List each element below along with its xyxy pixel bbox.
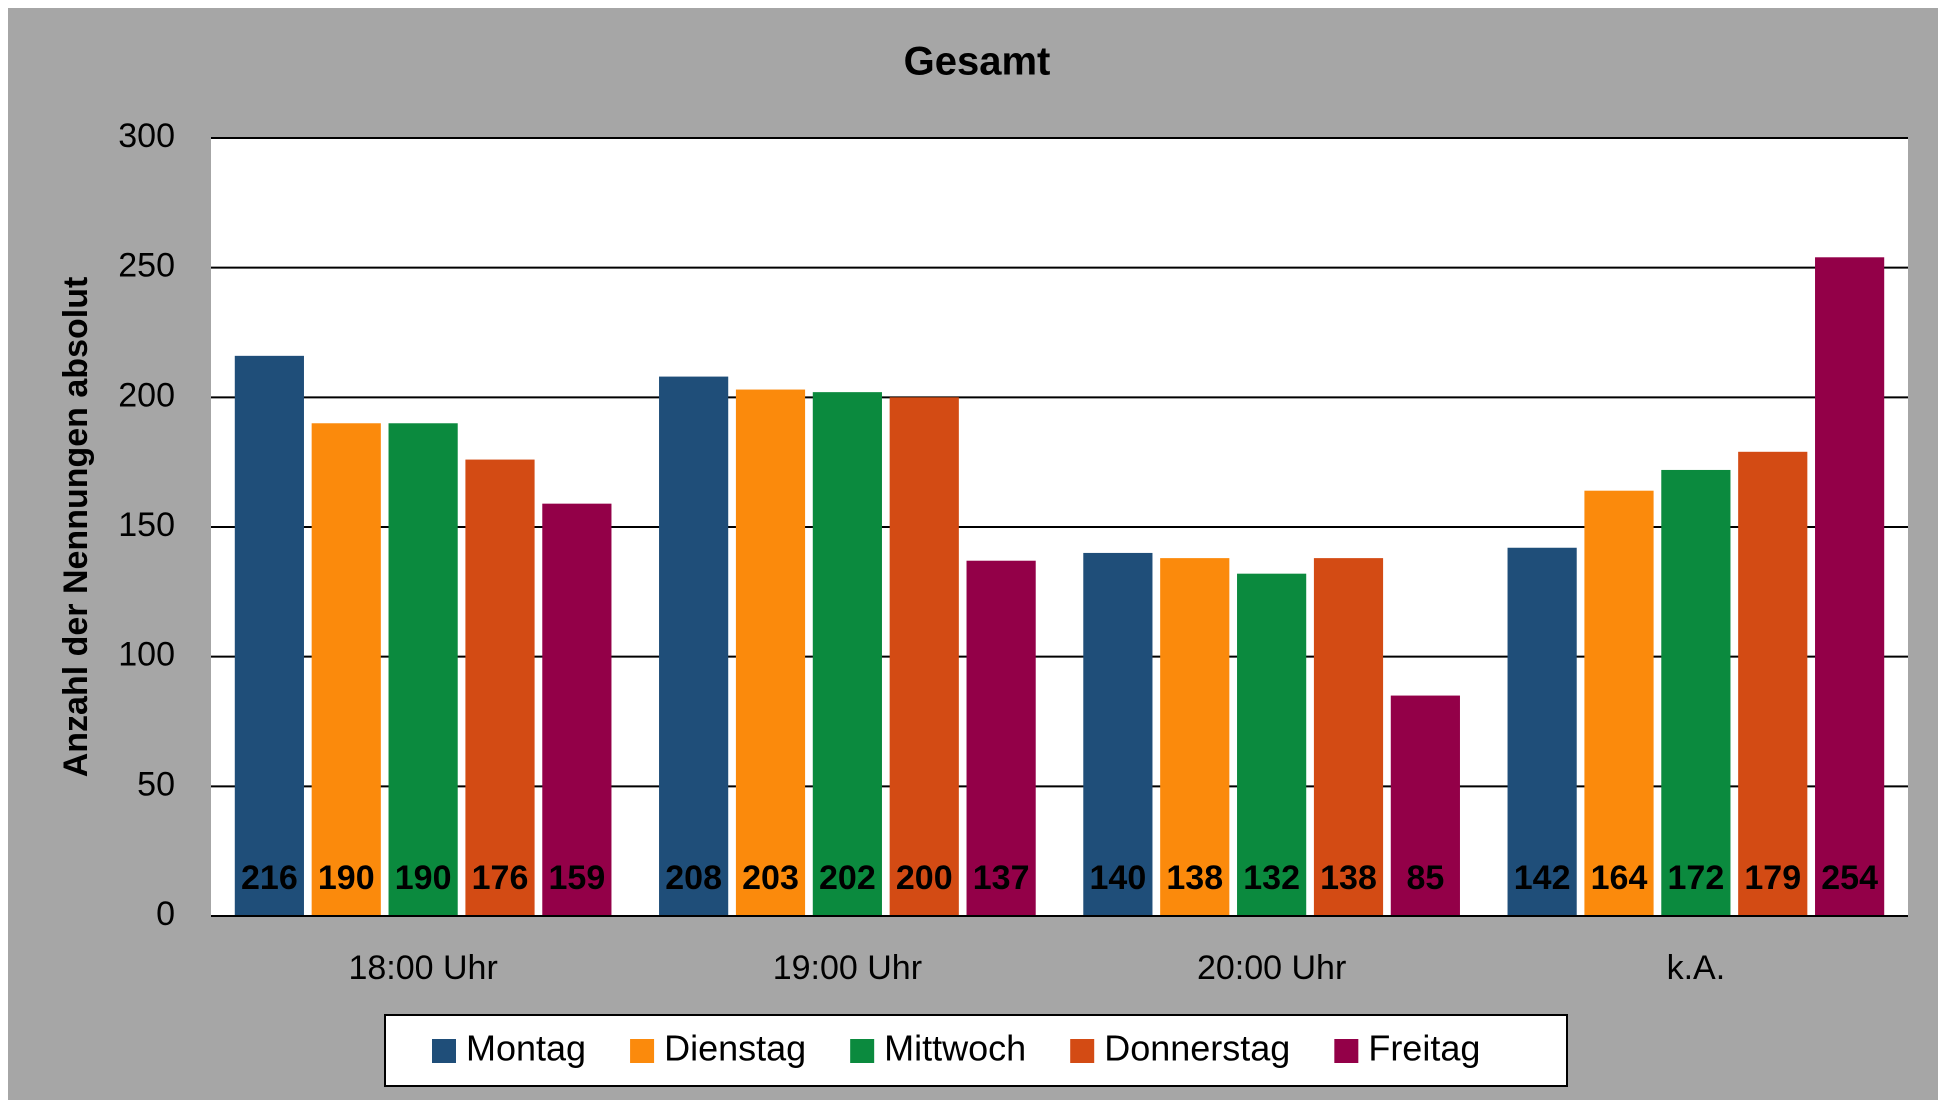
legend-swatch	[630, 1039, 655, 1063]
bar	[1815, 257, 1885, 916]
data-label: 208	[665, 859, 722, 897]
bar	[1237, 573, 1307, 916]
bar	[1083, 552, 1153, 916]
bar	[542, 503, 612, 916]
bar	[1507, 547, 1577, 916]
legend-swatch	[1070, 1039, 1095, 1063]
data-label: 85	[1406, 859, 1444, 897]
legend-box	[384, 1014, 1568, 1087]
bar	[388, 423, 458, 916]
legend-label: Mittwoch	[884, 1028, 1026, 1069]
legend-swatch	[850, 1039, 875, 1063]
bar	[889, 397, 959, 916]
y-tick-label: 200	[118, 376, 175, 414]
bar	[812, 392, 882, 916]
x-tick-label: 19:00 Uhr	[773, 949, 922, 987]
bar	[1160, 558, 1230, 916]
bar	[1584, 490, 1654, 916]
y-tick-label: 50	[137, 765, 175, 803]
y-tick-label: 250	[118, 247, 175, 285]
x-tick-label: 18:00 Uhr	[348, 949, 497, 987]
data-label: 138	[1320, 859, 1377, 897]
bar	[1738, 451, 1808, 916]
data-label: 137	[973, 859, 1030, 897]
data-label: 190	[395, 859, 452, 897]
data-label: 140	[1090, 859, 1147, 897]
y-tick-label: 0	[156, 895, 175, 933]
bar	[311, 423, 381, 916]
bar	[1390, 695, 1460, 916]
x-tick-label: k.A.	[1667, 949, 1726, 987]
data-label: 142	[1514, 859, 1571, 897]
bar	[735, 389, 806, 916]
data-label: 200	[896, 859, 953, 897]
data-label: 216	[241, 859, 298, 897]
legend-label: Donnerstag	[1104, 1028, 1290, 1069]
chart-title: Gesamt	[904, 40, 1051, 84]
legend-label: Freitag	[1368, 1028, 1480, 1069]
bar	[966, 560, 1036, 916]
data-label: 176	[472, 859, 529, 897]
data-label: 203	[742, 859, 799, 897]
bar	[1313, 558, 1384, 916]
legend-swatch	[432, 1039, 456, 1063]
y-tick-label: 100	[118, 636, 175, 674]
bar	[465, 459, 535, 916]
bar	[234, 355, 304, 917]
data-label: 164	[1591, 859, 1648, 897]
data-label: 190	[318, 859, 375, 897]
y-tick-label: 150	[118, 506, 175, 544]
legend-label: Montag	[466, 1028, 586, 1069]
data-label: 172	[1668, 859, 1725, 897]
data-label: 138	[1166, 859, 1223, 897]
data-label: 179	[1744, 859, 1801, 897]
data-label: 159	[549, 859, 606, 897]
bar	[1661, 469, 1731, 916]
y-axis-label: Anzahl der Nennungen absolut	[57, 277, 95, 778]
data-label: 132	[1243, 859, 1300, 897]
data-label: 254	[1821, 859, 1878, 897]
y-tick-label: 300	[118, 117, 175, 155]
bar	[659, 376, 729, 916]
data-label: 202	[819, 859, 876, 897]
x-tick-label: 20:00 Uhr	[1197, 949, 1346, 987]
legend-label: Dienstag	[664, 1028, 806, 1069]
legend-swatch	[1334, 1039, 1359, 1063]
